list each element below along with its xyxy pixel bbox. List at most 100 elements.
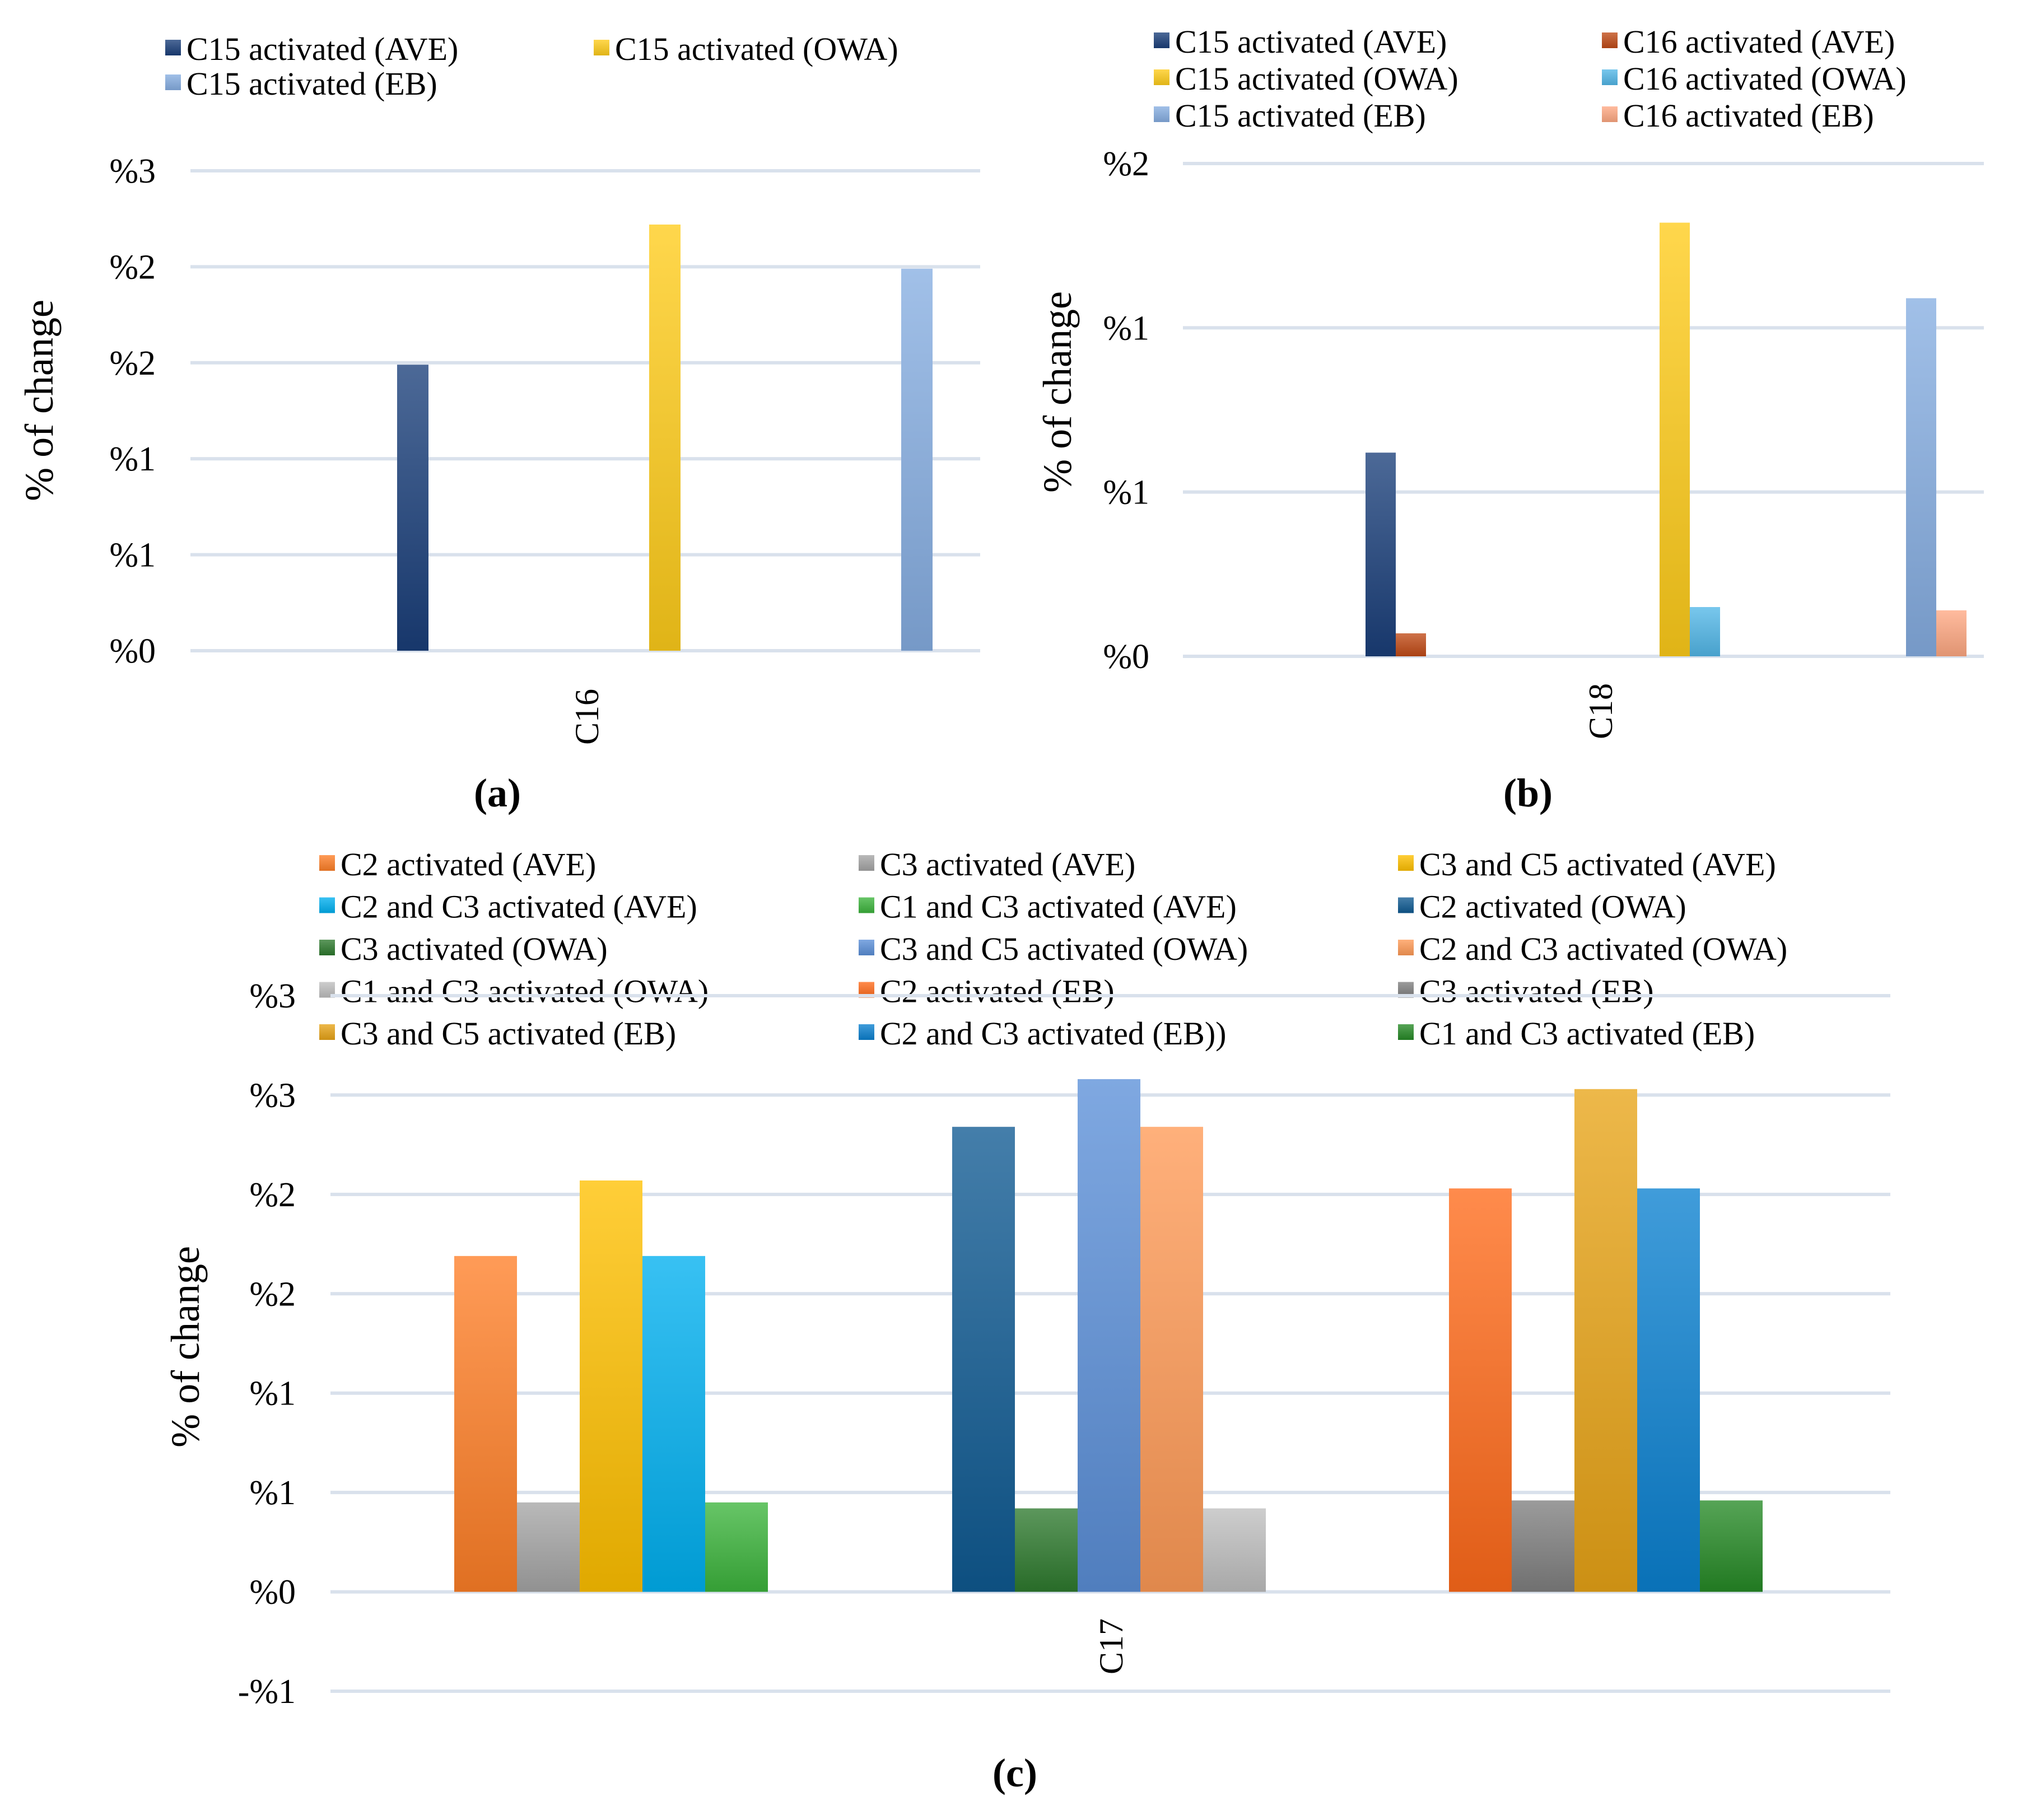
legend-label: C15 activated (AVE) (1175, 24, 1447, 60)
legend-swatch (1398, 940, 1414, 955)
chart-panel-c: C2 activated (AVE) C3 activated (AVE) C3 a… (163, 846, 1890, 1795)
gridlines-a (190, 169, 980, 652)
legend-swatch (1154, 69, 1169, 85)
bar (1936, 610, 1967, 656)
legend-swatch (859, 1024, 874, 1040)
bar (580, 1180, 642, 1592)
legend-swatch (1398, 855, 1414, 871)
bar (649, 224, 681, 651)
x-category-label-c: C17 (1093, 1618, 1130, 1674)
figure-label-a: (a) (474, 771, 521, 815)
legend-swatch (1154, 32, 1169, 48)
bar (397, 365, 428, 651)
bars-c (454, 1079, 1763, 1592)
bar (1396, 633, 1426, 656)
chart-panel-a: C15 activated (AVE) C15 activated (OWA) C1… (17, 31, 980, 815)
bar (952, 1127, 1015, 1592)
y-tick-label: %1 (109, 440, 156, 478)
y-tick-label: %1 (1103, 474, 1149, 512)
bar (1574, 1089, 1637, 1592)
y-tick-label: %3 (249, 1076, 296, 1114)
y-tick-label: %1 (249, 1474, 296, 1512)
y-tick-labels-a: %0 %1 %1 %2 %2 %3 (109, 152, 156, 670)
legend-label: C15 activated (OWA) (1175, 60, 1458, 97)
legend-label: C2 and C3 activated (OWA) (1419, 931, 1787, 967)
gridlines-b (1183, 162, 1984, 658)
bar (1366, 452, 1396, 656)
legend-swatch (859, 855, 874, 871)
legend-label: C15 activated (AVE) (187, 31, 458, 67)
legend-swatch (594, 40, 609, 55)
y-tick-label: %2 (109, 344, 156, 382)
y-tick-label: -%1 (238, 1673, 296, 1711)
bar (705, 1502, 768, 1592)
legend-label: C2 and C3 activated (AVE) (341, 889, 697, 925)
legend-a: C15 activated (AVE) C15 activated (OWA) C1… (165, 31, 898, 102)
bar (1015, 1508, 1078, 1592)
legend-swatch (859, 897, 874, 913)
legend-label: C3 and C5 activated (EB) (341, 1015, 676, 1052)
legend-swatch (319, 1024, 335, 1040)
bars-b (1366, 222, 1967, 657)
legend-swatch (319, 855, 335, 871)
bar (1906, 298, 1936, 656)
legend-label: C2 activated (OWA) (1419, 889, 1686, 925)
legend-label: C2 activated (AVE) (341, 846, 596, 883)
legend-label: C16 activated (OWA) (1623, 60, 1907, 97)
legend-label: C1 and C3 activated (OWA) (341, 973, 709, 1010)
y-tick-label: %2 (249, 1275, 296, 1313)
x-category-label-a: C16 (569, 689, 605, 745)
bar (642, 1256, 705, 1592)
figure-label-c: (c) (992, 1751, 1037, 1795)
bar (901, 268, 933, 651)
bar (1078, 1079, 1140, 1592)
y-tick-label: %0 (249, 1574, 296, 1612)
bar (454, 1256, 517, 1592)
y-tick-label: %2 (109, 248, 156, 286)
y-tick-labels-c: -%1 %0 %1 %1 %2 %2 %3 %3 (238, 977, 296, 1711)
y-tick-label: %2 (1103, 145, 1149, 183)
figure-label-b: (b) (1503, 771, 1553, 815)
legend-swatch (1398, 897, 1414, 913)
legend-label: C2 and C3 activated (EB)) (880, 1015, 1227, 1052)
x-category-label-b: C18 (1582, 683, 1619, 739)
y-axis-label-c: % of change (163, 1246, 208, 1448)
legend-swatch (165, 74, 181, 90)
y-tick-label: %0 (1103, 638, 1149, 676)
y-tick-label: %1 (1103, 309, 1149, 347)
legend-swatch (319, 940, 335, 955)
bar (1512, 1500, 1574, 1592)
legend-label: C15 activated (EB) (1175, 97, 1426, 134)
legend-label: C15 activated (OWA) (615, 31, 898, 67)
bar (1700, 1500, 1763, 1592)
legend-label: C2 activated (EB) (880, 973, 1115, 1010)
y-tick-label: %0 (109, 632, 156, 670)
y-tick-labels-b: %0 %1 %1 %2 (1103, 145, 1149, 676)
legend-swatch (1154, 106, 1169, 122)
bar (1637, 1188, 1700, 1592)
legend-swatch (1602, 106, 1618, 122)
legend-b: C15 activated (AVE) C16 activated (AVE)C1… (1154, 24, 1907, 134)
bar (1660, 222, 1690, 657)
legend-swatch (165, 40, 181, 55)
bar (1203, 1508, 1266, 1592)
legend-label: C1 and C3 activated (AVE) (880, 889, 1237, 925)
chart-panel-b: C15 activated (AVE) C16 activated (AVE)C1… (1035, 24, 1984, 815)
bar (1690, 607, 1720, 656)
y-axis-label-b: % of change (1035, 291, 1080, 493)
legend-swatch (859, 940, 874, 955)
y-tick-label: %3 (109, 152, 156, 190)
legend-label: C16 activated (AVE) (1623, 24, 1895, 60)
bar (1449, 1188, 1512, 1592)
bar (1140, 1127, 1203, 1592)
legend-swatch (1602, 32, 1618, 48)
legend-swatch (319, 897, 335, 913)
y-tick-label: %1 (109, 536, 156, 575)
legend-label: C3 activated (OWA) (341, 931, 608, 967)
legend-swatch (1602, 69, 1618, 85)
y-axis-label-a: % of change (17, 300, 62, 501)
legend-label: C16 activated (EB) (1623, 97, 1874, 134)
legend-c: C2 activated (AVE) C3 activated (AVE) C3 a… (319, 846, 1787, 1052)
legend-label: C1 and C3 activated (EB) (1419, 1015, 1755, 1052)
